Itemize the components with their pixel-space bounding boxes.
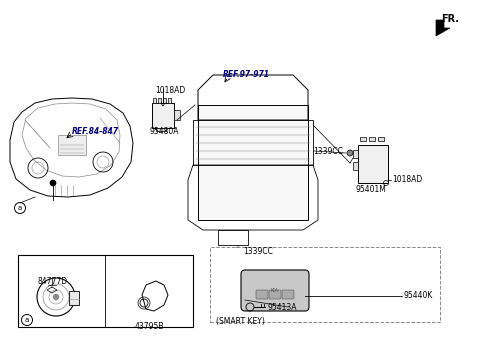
FancyBboxPatch shape	[158, 98, 161, 103]
FancyBboxPatch shape	[369, 137, 375, 141]
Text: 1018AD: 1018AD	[155, 86, 185, 95]
Text: 1018AD: 1018AD	[392, 175, 422, 185]
FancyBboxPatch shape	[198, 105, 308, 220]
FancyBboxPatch shape	[58, 135, 86, 155]
Text: 84777D: 84777D	[38, 277, 68, 286]
FancyBboxPatch shape	[282, 290, 294, 299]
FancyBboxPatch shape	[168, 98, 171, 103]
FancyBboxPatch shape	[152, 103, 174, 128]
Text: REF.97-971: REF.97-971	[223, 70, 270, 79]
FancyBboxPatch shape	[174, 110, 180, 120]
Text: KIA: KIA	[271, 288, 279, 293]
FancyBboxPatch shape	[358, 145, 388, 183]
Text: a: a	[25, 317, 29, 323]
Text: 95440K: 95440K	[404, 291, 433, 300]
FancyBboxPatch shape	[163, 98, 166, 103]
Text: 95413A: 95413A	[268, 303, 298, 312]
Circle shape	[235, 247, 241, 253]
FancyBboxPatch shape	[241, 270, 309, 311]
Text: a: a	[18, 205, 22, 211]
FancyBboxPatch shape	[210, 247, 440, 322]
FancyBboxPatch shape	[353, 162, 358, 170]
Polygon shape	[436, 20, 450, 36]
Text: 1339CC: 1339CC	[313, 146, 343, 155]
Circle shape	[53, 294, 59, 300]
FancyBboxPatch shape	[69, 291, 79, 305]
FancyBboxPatch shape	[378, 137, 384, 141]
Circle shape	[347, 150, 353, 156]
Text: 43795B: 43795B	[134, 322, 164, 331]
FancyBboxPatch shape	[269, 290, 281, 299]
FancyBboxPatch shape	[156, 128, 166, 131]
FancyBboxPatch shape	[18, 255, 193, 327]
FancyBboxPatch shape	[353, 150, 358, 158]
Text: 95401M: 95401M	[356, 186, 387, 194]
Text: FR.: FR.	[441, 14, 459, 24]
Circle shape	[50, 180, 56, 186]
Text: REF.84-847: REF.84-847	[72, 126, 119, 136]
FancyBboxPatch shape	[153, 98, 156, 103]
Text: 1339CC: 1339CC	[243, 247, 273, 257]
Text: 95480A: 95480A	[150, 127, 180, 137]
FancyBboxPatch shape	[256, 290, 268, 299]
FancyBboxPatch shape	[360, 137, 366, 141]
Text: (SMART KEY): (SMART KEY)	[216, 317, 265, 326]
